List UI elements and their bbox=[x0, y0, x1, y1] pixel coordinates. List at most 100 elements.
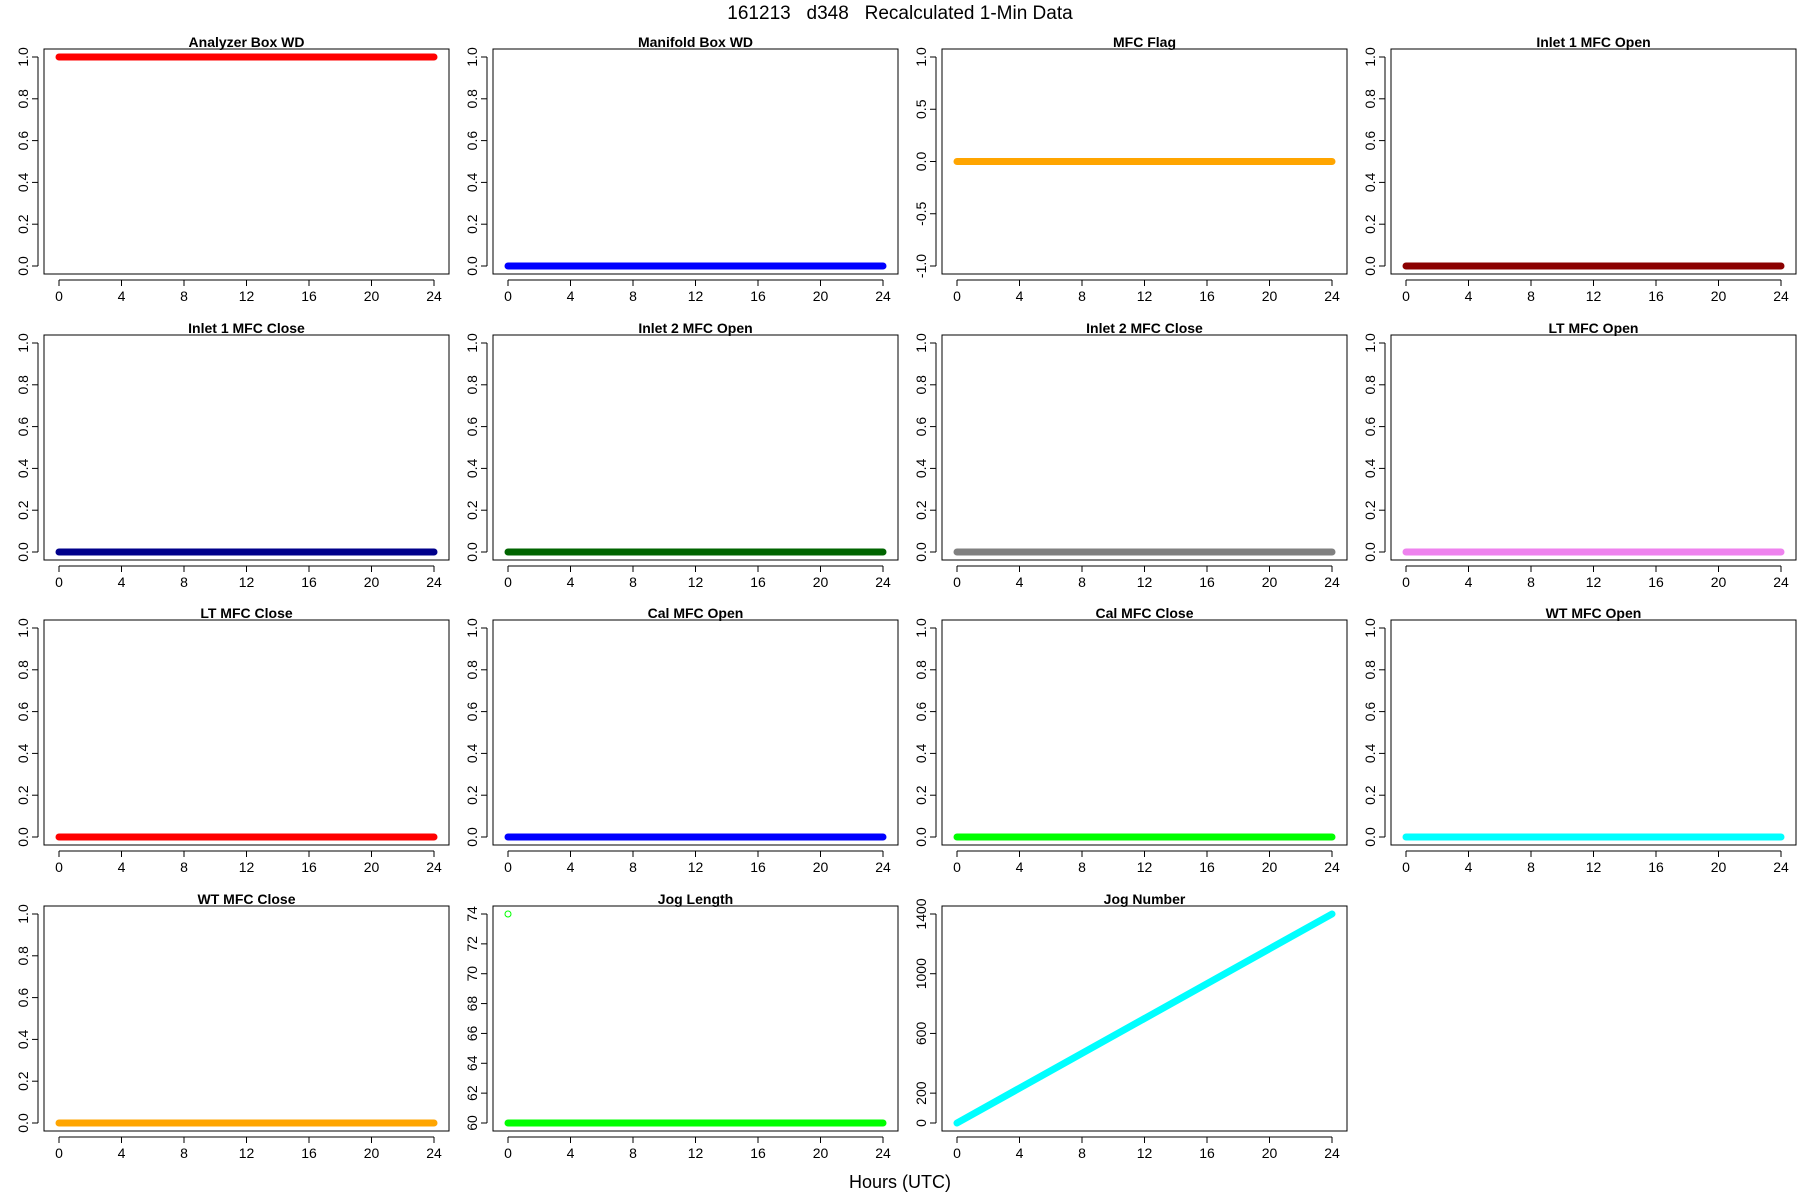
x-tick-label: 12 bbox=[239, 859, 255, 875]
x-tick-label: 4 bbox=[1016, 288, 1024, 304]
y-tick-label: -1.0 bbox=[913, 254, 929, 278]
y-tick-label: 0.8 bbox=[1362, 375, 1378, 395]
y-tick-label: 1.0 bbox=[15, 618, 31, 638]
y-tick-label: 1.0 bbox=[913, 618, 929, 638]
panel-title: Manifold Box WD bbox=[638, 34, 753, 50]
y-tick-label: 0.6 bbox=[1362, 417, 1378, 437]
y-tick-label: 0.2 bbox=[464, 785, 480, 805]
x-tick-label: 20 bbox=[364, 574, 380, 590]
x-tick-label: 20 bbox=[364, 288, 380, 304]
x-tick-label: 24 bbox=[1324, 1145, 1340, 1161]
panel-title: Inlet 2 MFC Close bbox=[1086, 320, 1203, 336]
y-tick-label: 0.4 bbox=[15, 1029, 31, 1049]
x-tick-label: 12 bbox=[688, 859, 704, 875]
x-tick-label: 20 bbox=[1262, 574, 1278, 590]
x-tick-label: 16 bbox=[1648, 288, 1664, 304]
y-tick-label: 0.4 bbox=[1362, 743, 1378, 763]
x-tick-label: 20 bbox=[1711, 574, 1727, 590]
x-tick-label: 12 bbox=[239, 574, 255, 590]
y-tick-label: 1.0 bbox=[15, 333, 31, 353]
data-series bbox=[953, 910, 1336, 1127]
x-tick-label: 20 bbox=[813, 1145, 829, 1161]
y-tick-label: 1.0 bbox=[464, 47, 480, 67]
plot-frame bbox=[492, 905, 899, 1132]
chart-panel: Inlet 1 MFC Close 0 4 8 12 16 20 24 0.0 0.2 0.4 0.6… bbox=[15, 320, 450, 590]
panel-title: MFC Flag bbox=[1113, 34, 1176, 50]
x-tick-label: 16 bbox=[750, 859, 766, 875]
y-tick-label: 0.2 bbox=[15, 500, 31, 520]
y-tick-label: 0.2 bbox=[1362, 214, 1378, 234]
x-tick-label: 4 bbox=[118, 574, 126, 590]
chart-panel: Inlet 2 MFC Open 0 4 8 12 16 20 24 0.0 0.2 0.4 0.6 0… bbox=[464, 320, 899, 590]
x-tick-label: 20 bbox=[1262, 859, 1278, 875]
y-tick-label: 1.0 bbox=[913, 333, 929, 353]
y-tick-label: 1.0 bbox=[15, 47, 31, 67]
y-tick-label: 0.8 bbox=[15, 946, 31, 966]
chart-panel: Jog Number 0 4 8 12 16 20 24 0 200 600 1000 1400 bbox=[913, 891, 1348, 1161]
plot-frame bbox=[43, 334, 450, 561]
x-tick-label: 4 bbox=[1016, 1145, 1024, 1161]
x-tick-label: 24 bbox=[1773, 574, 1789, 590]
y-tick-label: 0.0 bbox=[1362, 542, 1378, 562]
x-tick-label: 16 bbox=[1648, 859, 1664, 875]
x-tick-label: 0 bbox=[55, 1145, 63, 1161]
x-tick-label: 12 bbox=[1137, 859, 1153, 875]
x-tick-label: 20 bbox=[813, 288, 829, 304]
x-tick-label: 12 bbox=[688, 1145, 704, 1161]
y-tick-label: 0.4 bbox=[913, 458, 929, 478]
x-tick-label: 0 bbox=[953, 574, 961, 590]
y-tick-label: 0.2 bbox=[464, 214, 480, 234]
x-tick-label: 16 bbox=[1199, 574, 1215, 590]
x-tick-label: 8 bbox=[180, 574, 188, 590]
y-tick-label: 1.0 bbox=[464, 618, 480, 638]
plot-frame bbox=[1390, 619, 1797, 846]
y-tick-label: 0.6 bbox=[15, 702, 31, 722]
plot-frame bbox=[492, 334, 899, 561]
y-tick-label: 0.8 bbox=[464, 375, 480, 395]
panel-title: WT MFC Close bbox=[198, 891, 296, 907]
x-tick-label: 8 bbox=[1527, 859, 1535, 875]
y-tick-label: 0.0 bbox=[15, 827, 31, 847]
x-tick-label: 16 bbox=[750, 574, 766, 590]
y-tick-label: 0.4 bbox=[464, 743, 480, 763]
y-tick-label: 68 bbox=[464, 996, 480, 1012]
x-tick-label: 20 bbox=[1711, 288, 1727, 304]
y-tick-label: 0.4 bbox=[1362, 172, 1378, 192]
x-tick-label: 4 bbox=[567, 574, 575, 590]
x-tick-label: 4 bbox=[1465, 574, 1473, 590]
plot-frame bbox=[941, 619, 1348, 846]
panel-title: LT MFC Open bbox=[1549, 320, 1639, 336]
x-tick-label: 12 bbox=[1137, 1145, 1153, 1161]
y-tick-label: 0.6 bbox=[464, 702, 480, 722]
y-tick-label: 0.4 bbox=[464, 172, 480, 192]
x-tick-label: 8 bbox=[629, 1145, 637, 1161]
y-tick-label: 600 bbox=[913, 1022, 929, 1046]
y-tick-label: -0.5 bbox=[913, 201, 929, 225]
x-tick-label: 0 bbox=[1402, 574, 1410, 590]
x-tick-label: 8 bbox=[629, 288, 637, 304]
y-tick-label: 1.0 bbox=[1362, 47, 1378, 67]
plot-frame bbox=[941, 905, 1348, 1132]
x-tick-label: 24 bbox=[875, 859, 891, 875]
x-tick-label: 0 bbox=[953, 288, 961, 304]
x-tick-label: 12 bbox=[1586, 288, 1602, 304]
x-tick-label: 8 bbox=[1078, 859, 1086, 875]
x-tick-label: 16 bbox=[1648, 574, 1664, 590]
x-tick-label: 24 bbox=[875, 288, 891, 304]
x-tick-label: 20 bbox=[813, 859, 829, 875]
y-tick-label: 64 bbox=[464, 1055, 480, 1071]
x-tick-label: 0 bbox=[504, 859, 512, 875]
x-tick-label: 4 bbox=[118, 288, 126, 304]
panel-title: Inlet 1 MFC Close bbox=[188, 320, 305, 336]
x-tick-label: 20 bbox=[364, 1145, 380, 1161]
plot-frame bbox=[43, 905, 450, 1132]
y-tick-label: 0.4 bbox=[464, 458, 480, 478]
x-tick-label: 16 bbox=[301, 859, 317, 875]
y-tick-label: 0.6 bbox=[15, 988, 31, 1008]
y-tick-label: 0.0 bbox=[464, 827, 480, 847]
x-tick-label: 20 bbox=[813, 574, 829, 590]
x-tick-label: 8 bbox=[1078, 1145, 1086, 1161]
x-tick-label: 16 bbox=[301, 288, 317, 304]
chart-panel: LT MFC Open 0 4 8 12 16 20 24 0.0 0.2 0.4 0.6 0.8 1.0 bbox=[1362, 320, 1797, 590]
y-tick-label: 0.0 bbox=[464, 256, 480, 276]
